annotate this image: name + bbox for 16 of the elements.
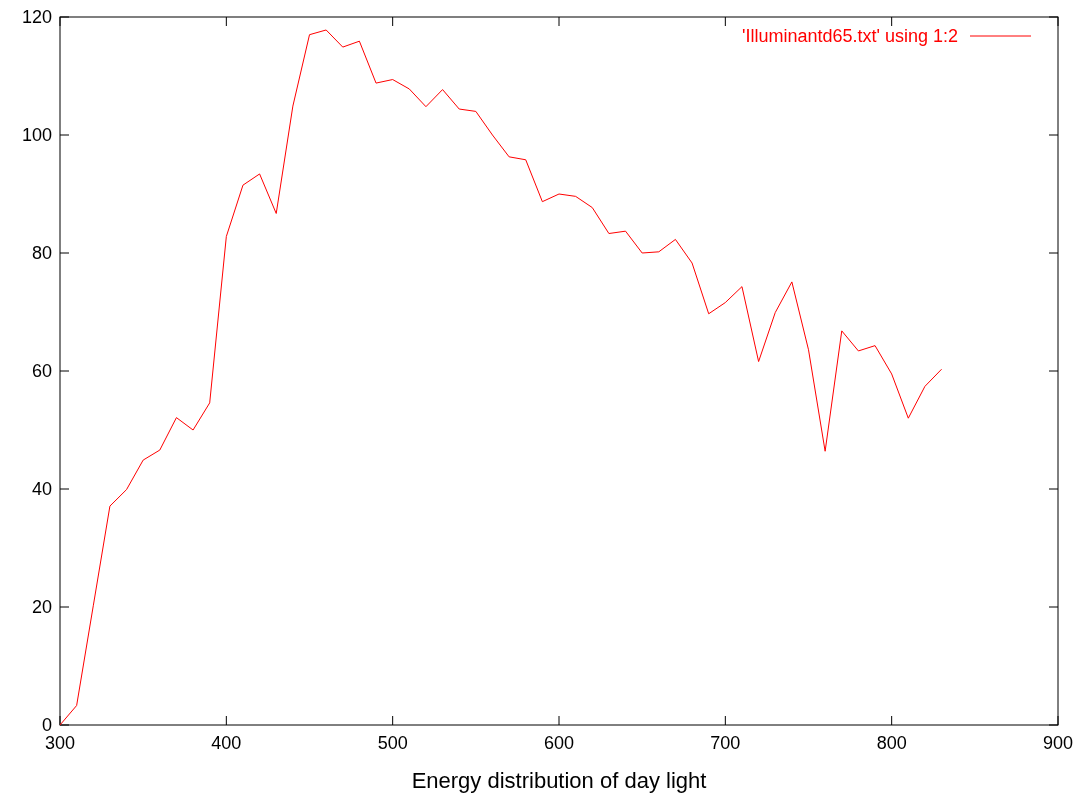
y-tick-label: 80 [31, 243, 52, 263]
legend-label: 'Illuminantd65.txt' using 1:2 [742, 26, 958, 46]
x-tick-label: 400 [211, 733, 242, 753]
x-axis-title: Energy distribution of day light [411, 768, 707, 793]
y-tick-label: 0 [41, 715, 52, 735]
x-tick-label: 600 [543, 733, 575, 753]
y-tick-label: 100 [21, 125, 52, 145]
y-tick-label: 120 [21, 7, 52, 27]
y-tick-label: 60 [31, 361, 52, 381]
x-tick-label: 300 [44, 733, 76, 753]
x-tick-label: 900 [1042, 733, 1074, 753]
x-tick-label: 700 [710, 733, 741, 753]
y-tick-label: 20 [31, 597, 52, 617]
y-tick-label: 40 [31, 479, 52, 499]
x-tick-label: 800 [876, 733, 907, 753]
x-tick-label: 500 [377, 733, 408, 753]
